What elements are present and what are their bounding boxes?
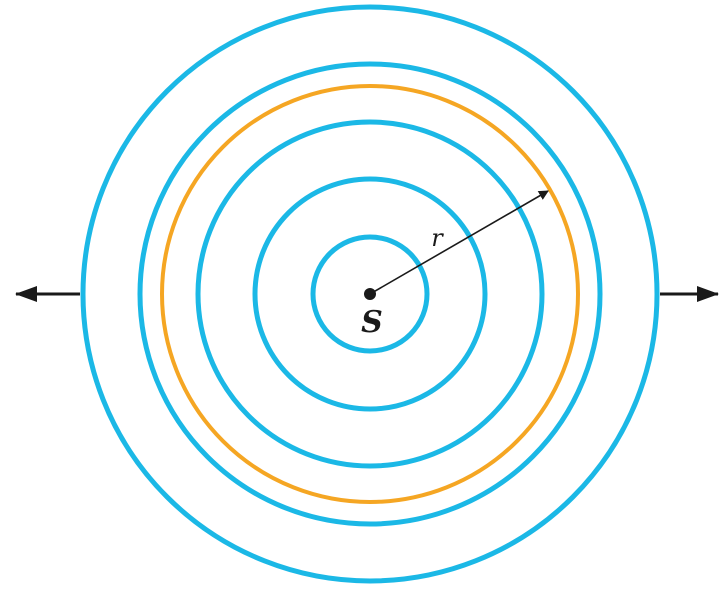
radius-label: r: [431, 224, 444, 252]
wavefront-3: [195, 119, 545, 469]
wavefront-2: [252, 176, 488, 412]
wavefront-6: [80, 4, 660, 584]
wavefront-5: [137, 61, 603, 527]
wavefront-1: [310, 234, 430, 354]
wavefronts: [80, 4, 660, 584]
source-label: S: [361, 305, 383, 340]
source-point: [364, 288, 376, 300]
radius-arrow: [369, 190, 549, 295]
wavefront-highlighted: [160, 84, 580, 504]
